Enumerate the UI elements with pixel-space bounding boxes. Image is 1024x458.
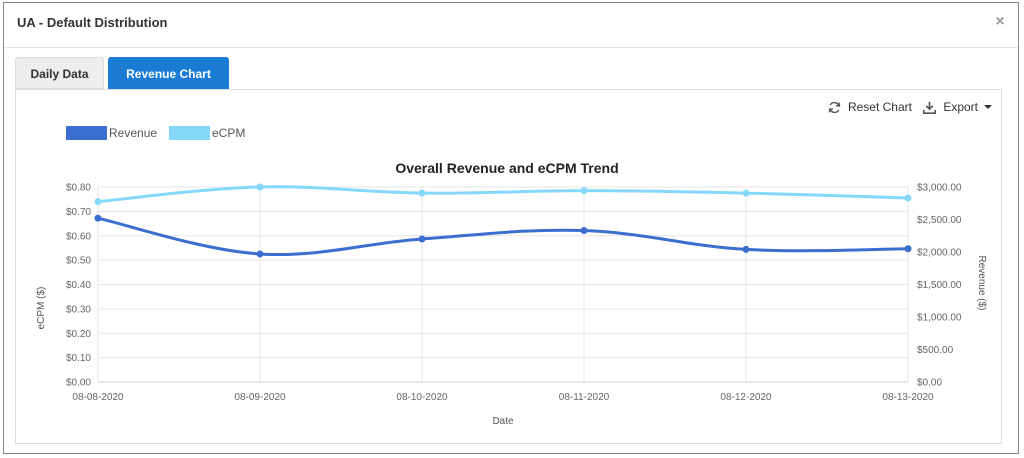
x-tick-label: 08-12-2020 [720,392,772,403]
y-tick-right: $2,000.00 [917,248,962,259]
export-button[interactable]: Export [923,100,992,114]
tab-daily-data[interactable]: Daily Data [15,57,104,89]
chart-panel: Reset Chart Export Revenue eCPM Overall … [15,89,1002,444]
data-point-ecpm [418,189,426,197]
export-label: Export [943,100,978,114]
data-point-ecpm [742,189,750,197]
data-point-revenue [742,245,750,253]
legend-swatch-ecpm [169,126,210,140]
data-point-revenue [904,245,912,253]
y-tick-right: $500.00 [917,345,954,356]
x-tick-label: 08-10-2020 [396,392,448,403]
y-tick-left: $0.80 [66,183,91,194]
chart-title: Overall Revenue and eCPM Trend [395,160,618,176]
chart-legend: Revenue eCPM [66,126,245,140]
grid-lines [97,186,909,383]
data-point-revenue [418,235,426,243]
y-tick-right: $1,000.00 [917,313,962,324]
data-point-ecpm [904,194,912,202]
data-point-revenue [256,250,264,258]
axis-ticks: $0.00 $0.10 $0.20 $0.30 $0.40 $0.50 $0.60 $0.70… [66,183,962,404]
download-icon [923,101,937,114]
data-point-ecpm [256,183,264,191]
series-line-ecpm [97,185,909,204]
chevron-down-icon [984,105,992,109]
revenue-ecpm-chart: Revenue eCPM Overall Revenue and eCPM Tr… [36,126,987,427]
y-axis-left-title: eCPM ($) [36,287,47,330]
modal-title: UA - Default Distribution [17,15,168,30]
y-tick-left: $0.70 [66,207,91,218]
y-tick-right: $0.00 [917,378,942,389]
y-tick-left: $0.60 [66,231,91,242]
data-point-ecpm [94,198,102,206]
x-tick-label: 08-09-2020 [234,392,286,403]
reset-chart-button[interactable]: Reset Chart [828,100,912,114]
y-tick-right: $2,500.00 [917,215,962,226]
data-point-revenue [94,214,102,222]
y-tick-right: $3,000.00 [917,183,962,194]
x-tick-label: 08-13-2020 [882,392,934,403]
chart-toolbar: Reset Chart Export [820,100,992,118]
y-tick-left: $0.20 [66,329,91,340]
reset-chart-label: Reset Chart [847,100,912,114]
data-point-revenue [580,227,588,235]
y-tick-left: $0.40 [66,280,91,291]
close-icon[interactable]: × [995,13,1005,30]
y-tick-right: $1,500.00 [917,280,962,291]
data-series [94,183,912,258]
x-axis-title: Date [492,416,514,427]
data-point-ecpm [580,187,588,195]
modal-header: UA - Default Distribution × [4,3,1018,48]
y-tick-left: $0.30 [66,304,91,315]
legend-label-revenue: Revenue [109,126,157,140]
y-tick-left: $0.00 [66,378,91,389]
legend-label-ecpm: eCPM [212,126,245,140]
refresh-icon [828,101,841,113]
x-tick-label: 08-11-2020 [559,392,610,403]
tab-revenue-chart[interactable]: Revenue Chart [108,57,229,89]
legend-swatch-revenue [66,126,107,140]
y-axis-right-title: Revenue ($) [976,255,987,310]
x-tick-label: 08-08-2020 [72,392,124,403]
series-line-revenue [97,216,909,257]
y-tick-left: $0.50 [66,256,91,267]
y-tick-left: $0.10 [66,353,91,364]
